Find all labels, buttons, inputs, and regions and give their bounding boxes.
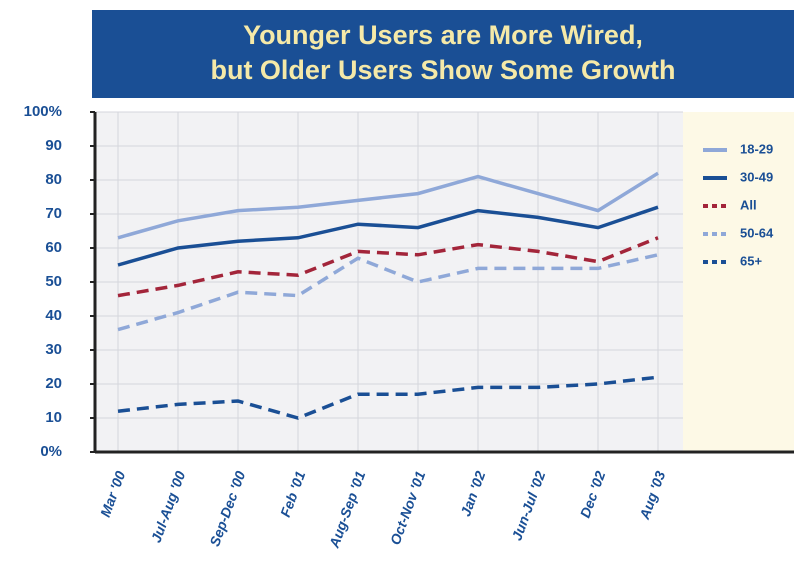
- x-tick-label: Sep-Dec '00: [206, 469, 248, 549]
- y-tick-label: 10: [45, 409, 62, 426]
- y-tick-label: 90: [45, 137, 62, 154]
- y-tick-label: 30: [45, 341, 62, 358]
- title-banner: [92, 10, 794, 98]
- y-tick-label: 60: [45, 239, 62, 256]
- series-line: [117, 171, 659, 240]
- y-tick-label: 0%: [40, 443, 62, 460]
- x-tick-label: Feb '01: [277, 469, 308, 519]
- legend-label: 50-64: [740, 225, 774, 240]
- x-tick-label: Jun-Jul '02: [508, 469, 548, 543]
- x-tick-label: Jul-Aug '00: [148, 469, 189, 545]
- legend-panel: [683, 112, 794, 452]
- x-tick-label: Oct-Nov '01: [387, 469, 429, 547]
- series-line: [117, 253, 659, 332]
- series-line: [117, 205, 659, 267]
- legend-label: 18-29: [740, 141, 773, 156]
- chart-title: Younger Users are More Wired,: [243, 20, 643, 50]
- x-tick-label: Aug '03: [636, 469, 669, 523]
- legend-label: 65+: [740, 253, 762, 268]
- y-tick-label: 80: [45, 171, 62, 188]
- legend-label: 30-49: [740, 169, 773, 184]
- x-tick-label: Mar '00: [97, 469, 128, 519]
- y-tick-label: 50: [45, 273, 62, 290]
- y-tick-label: 40: [45, 307, 62, 324]
- y-tick-label: 100%: [24, 103, 62, 120]
- chart-subtitle: but Older Users Show Some Growth: [210, 55, 675, 85]
- series-line: [117, 375, 659, 420]
- legend-label: All: [740, 197, 757, 212]
- series-line: [117, 236, 659, 298]
- x-tick-label: Dec '02: [577, 469, 609, 520]
- y-tick-label: 70: [45, 205, 62, 222]
- x-tick-label: Jan '02: [457, 469, 488, 519]
- y-tick-label: 20: [45, 375, 62, 392]
- x-tick-label: Aug-Sep '01: [325, 469, 368, 551]
